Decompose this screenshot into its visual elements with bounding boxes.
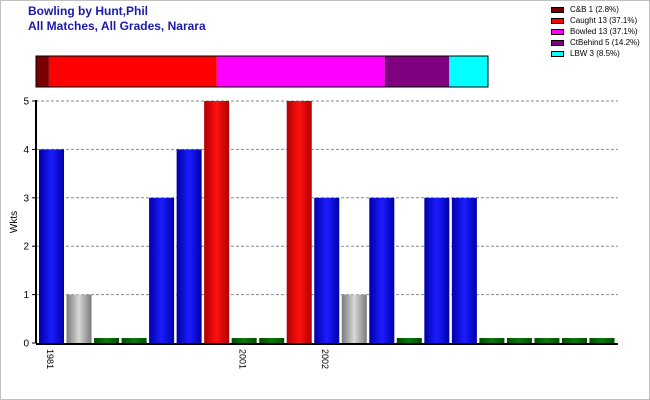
dismissal-segment-2: [216, 56, 385, 87]
bar-13: [396, 338, 422, 343]
chart-title: Bowling by Hunt,Phil: [28, 4, 148, 18]
legend-item-bowled: Bowled 13 (37.1%): [551, 26, 640, 37]
legend-swatch-cb: [551, 6, 564, 13]
bar-16: [479, 338, 505, 343]
y-tick-label: 5: [23, 97, 29, 108]
bar-7: [231, 338, 257, 343]
chart-subtitle: All Matches, All Grades, Narara: [28, 19, 206, 33]
bar-6: [204, 101, 230, 343]
legend-item-cb: C&B 1 (2.8%): [551, 4, 640, 15]
bar-8: [259, 338, 285, 343]
legend-swatch-caught: [551, 17, 564, 24]
legend-swatch-lbw: [551, 50, 564, 57]
dismissal-segment-3: [384, 56, 450, 87]
legend-label-ctbehind: CtBehind 5 (14.2%): [570, 38, 640, 47]
y-tick-label: 1: [23, 290, 29, 301]
dismissal-bar-border: [35, 55, 489, 88]
bar-1: [66, 294, 92, 343]
y-tick-label: 0: [23, 339, 29, 350]
bar-17: [506, 338, 532, 343]
legend: C&B 1 (2.8%) Caught 13 (37.1%) Bowled 13…: [551, 4, 640, 59]
bar-3: [121, 338, 147, 343]
legend-item-ctbehind: CtBehind 5 (14.2%): [551, 37, 640, 48]
dismissal-segment-1: [48, 56, 217, 87]
legend-swatch-bowled: [551, 28, 564, 35]
bar-19: [561, 338, 587, 343]
bar-11: [341, 294, 367, 343]
legend-item-lbw: LBW 3 (8.5%): [551, 48, 640, 59]
x-tick-label: 1981: [45, 349, 55, 369]
y-axis-label: Wkts: [9, 211, 20, 233]
bar-15: [451, 197, 477, 343]
legend-label-cb: C&B 1 (2.8%): [570, 5, 619, 14]
bar-10: [314, 197, 340, 343]
dismissal-segment-4: [449, 56, 488, 87]
legend-item-caught: Caught 13 (37.1%): [551, 15, 640, 26]
legend-label-bowled: Bowled 13 (37.1%): [570, 27, 638, 36]
bar-0: [39, 149, 65, 343]
bar-18: [534, 338, 560, 343]
bar-14: [424, 197, 450, 343]
bar-9: [286, 101, 312, 343]
bar-2: [94, 338, 120, 343]
dismissal-segment-0: [36, 56, 49, 87]
y-tick-label: 4: [23, 145, 29, 156]
x-tick-label: 2002: [320, 349, 330, 369]
legend-label-lbw: LBW 3 (8.5%): [570, 49, 620, 58]
x-tick-label: 2001: [238, 349, 248, 369]
bar-5: [176, 149, 202, 343]
bar-20: [589, 338, 615, 343]
y-tick-label: 2: [23, 242, 29, 253]
bar-12: [369, 197, 395, 343]
y-tick-label: 3: [23, 193, 29, 204]
legend-label-caught: Caught 13 (37.1%): [570, 16, 638, 25]
bar-4: [149, 197, 175, 343]
legend-swatch-ctbehind: [551, 39, 564, 46]
